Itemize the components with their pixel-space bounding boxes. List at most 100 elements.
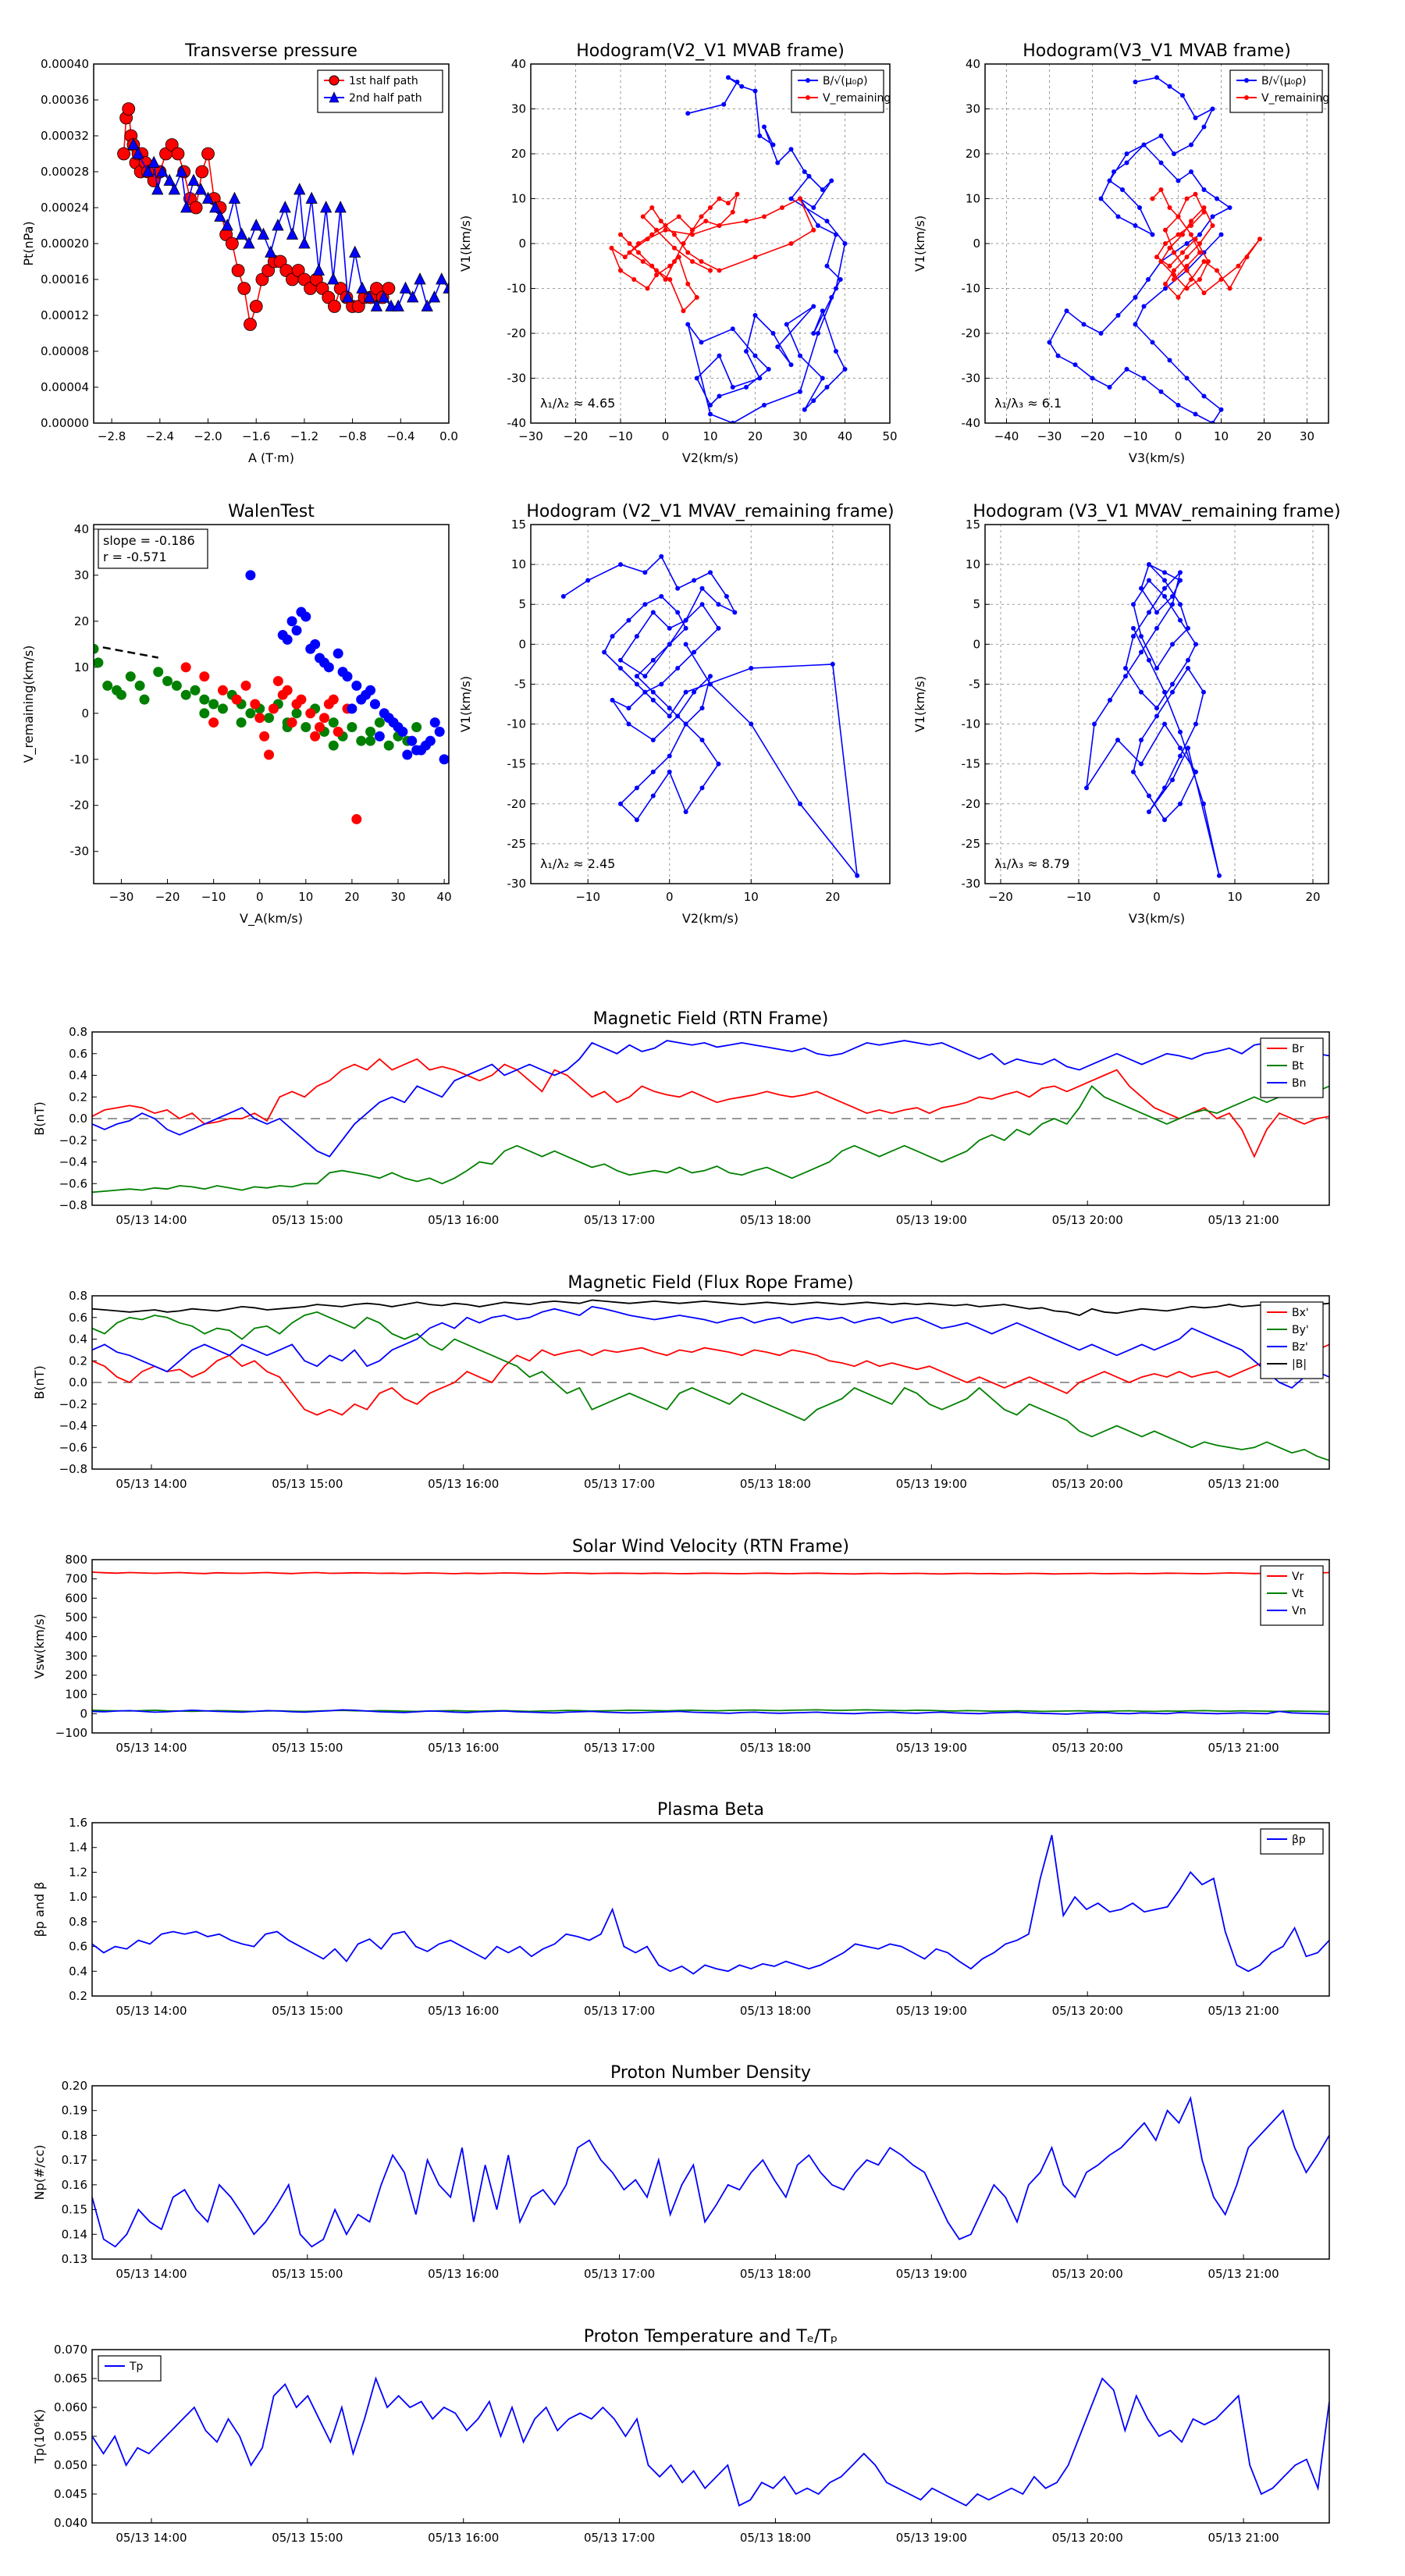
data-point bbox=[369, 699, 380, 710]
y-tick-label: 0.00008 bbox=[41, 344, 89, 358]
x-tick-label: 05/13 19:00 bbox=[896, 1213, 967, 1227]
data-point bbox=[328, 300, 341, 313]
plot-frame bbox=[93, 63, 450, 424]
plot-area bbox=[1084, 562, 1222, 878]
data-point bbox=[434, 726, 445, 737]
data-point bbox=[1210, 106, 1215, 112]
data-point bbox=[1176, 295, 1181, 300]
data-point bbox=[1162, 817, 1167, 823]
data-point bbox=[672, 259, 677, 264]
data-point bbox=[609, 245, 614, 251]
data-point bbox=[102, 680, 113, 691]
data-point bbox=[618, 666, 623, 671]
data-point bbox=[141, 165, 155, 177]
data-point bbox=[1139, 761, 1144, 767]
annotation-text: slope = -0.186 bbox=[103, 533, 195, 548]
x-tick-label: 05/13 15:00 bbox=[272, 1741, 343, 1755]
data-point bbox=[1215, 196, 1219, 201]
data-point bbox=[180, 689, 191, 700]
x-tick-label: 05/13 21:00 bbox=[1208, 2004, 1279, 2018]
y-axis-label: V1(km/s) bbox=[458, 676, 473, 732]
plot-frame bbox=[984, 524, 1329, 884]
data-point bbox=[685, 250, 691, 255]
data-point bbox=[762, 124, 767, 130]
legend-label: βp bbox=[1292, 1834, 1306, 1846]
data-point bbox=[254, 713, 265, 724]
data-point bbox=[1123, 666, 1128, 671]
legend-label: 2nd half path bbox=[349, 92, 422, 105]
data-point bbox=[1147, 578, 1151, 583]
data-point bbox=[636, 241, 641, 246]
data-point bbox=[824, 263, 830, 269]
data-point bbox=[681, 241, 686, 246]
data-point bbox=[1131, 625, 1136, 631]
legend-marker bbox=[1244, 78, 1249, 83]
y-tick-label: -10 bbox=[507, 282, 527, 296]
data-point bbox=[730, 385, 735, 390]
data-point bbox=[1139, 585, 1144, 591]
data-point bbox=[237, 282, 251, 295]
data-point bbox=[650, 610, 656, 615]
data-point bbox=[1154, 625, 1159, 631]
data-point bbox=[1218, 277, 1224, 282]
data-point bbox=[264, 749, 275, 760]
data-point bbox=[829, 295, 834, 300]
chart-title: Magnetic Field (RTN Frame) bbox=[593, 1009, 829, 1029]
data-point bbox=[328, 717, 339, 728]
data-point bbox=[618, 562, 623, 568]
plot-frame bbox=[93, 524, 450, 884]
data-point bbox=[784, 322, 789, 327]
data-point bbox=[676, 254, 681, 260]
legend-label: By' bbox=[1292, 1324, 1309, 1336]
y-tick-label: -15 bbox=[962, 757, 981, 771]
y-tick-label: -20 bbox=[70, 799, 90, 813]
data-point bbox=[692, 649, 697, 655]
data-point bbox=[1184, 254, 1190, 260]
y-tick-label: −0.4 bbox=[59, 1419, 87, 1433]
chart-np: 0.13 0.14 0.15 0.16 0.17 0.18 0.19 0.20 05/13 14… bbox=[32, 2063, 1330, 2281]
x-tick-label: 0 bbox=[256, 890, 264, 904]
data-point bbox=[1201, 689, 1206, 695]
data-point bbox=[244, 318, 257, 331]
legend-label: 1st half path bbox=[349, 75, 418, 87]
y-tick-label: 40 bbox=[511, 57, 526, 71]
data-point bbox=[250, 219, 262, 231]
data-point bbox=[1197, 232, 1202, 237]
data-point bbox=[1158, 187, 1164, 192]
data-point bbox=[708, 205, 713, 210]
x-tick-label: 05/13 20:00 bbox=[1052, 1213, 1123, 1227]
x-tick-label: 05/13 16:00 bbox=[428, 2531, 499, 2545]
x-tick-label: −0.8 bbox=[338, 429, 366, 443]
chart-title: Hodogram(V3_V1 MVAB frame) bbox=[1023, 41, 1291, 61]
y-tick-label: 1.0 bbox=[69, 1890, 87, 1904]
annotation-text: r = -0.571 bbox=[103, 550, 167, 564]
data-point bbox=[642, 602, 648, 607]
annotation-text: λ₁/λ₂ ≈ 2.45 bbox=[540, 856, 615, 871]
data-point bbox=[1193, 116, 1198, 120]
data-point bbox=[436, 272, 448, 285]
data-point bbox=[385, 299, 397, 311]
data-point bbox=[1139, 634, 1144, 639]
data-point bbox=[1141, 375, 1147, 381]
x-tick-label: 05/13 20:00 bbox=[1052, 2267, 1123, 2281]
data-point bbox=[168, 183, 180, 195]
plot-area bbox=[92, 2376, 1329, 2507]
data-point bbox=[286, 227, 299, 240]
data-point bbox=[1064, 308, 1069, 314]
data-point bbox=[1139, 738, 1144, 742]
data-point bbox=[1180, 250, 1185, 255]
data-point bbox=[716, 625, 721, 631]
data-point bbox=[610, 697, 615, 703]
data-point bbox=[228, 191, 241, 204]
x-tick-label: 40 bbox=[838, 429, 852, 443]
series-line-Tp bbox=[92, 2376, 1329, 2507]
data-point bbox=[272, 676, 283, 687]
data-point bbox=[298, 237, 311, 249]
data-point bbox=[692, 689, 697, 695]
data-point bbox=[217, 703, 228, 714]
data-point bbox=[802, 169, 807, 174]
y-tick-label: 20 bbox=[966, 147, 980, 161]
data-point bbox=[127, 137, 140, 150]
x-tick-label: 10 bbox=[298, 890, 313, 904]
x-tick-label: 05/13 20:00 bbox=[1052, 1477, 1123, 1491]
